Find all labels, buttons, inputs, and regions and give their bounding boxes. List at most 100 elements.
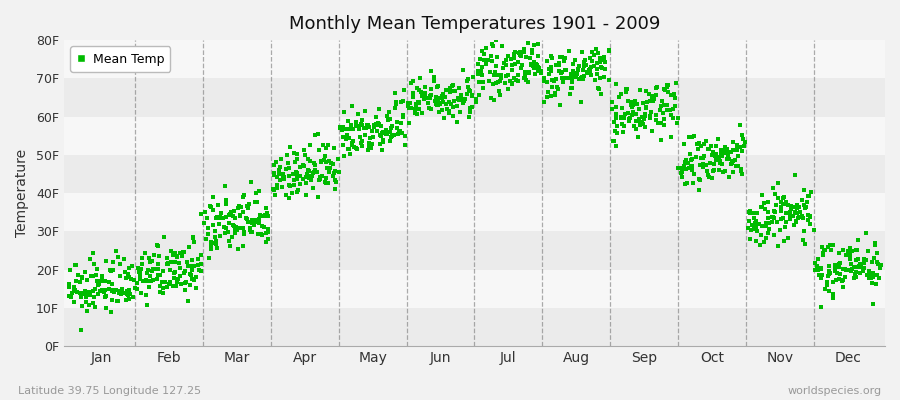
Point bbox=[186, 234, 201, 240]
Point bbox=[364, 142, 378, 149]
Point bbox=[94, 278, 108, 284]
Point bbox=[818, 286, 832, 292]
Point bbox=[464, 103, 479, 110]
Point bbox=[255, 232, 269, 238]
Point bbox=[176, 248, 190, 255]
Point bbox=[145, 258, 159, 264]
Point bbox=[232, 203, 247, 209]
Point bbox=[619, 86, 634, 92]
Point bbox=[146, 266, 160, 272]
Point bbox=[418, 84, 432, 90]
Point bbox=[232, 224, 247, 231]
Point bbox=[374, 130, 389, 136]
Point bbox=[89, 272, 104, 278]
Point bbox=[773, 204, 788, 210]
Point bbox=[130, 280, 144, 286]
Point bbox=[119, 275, 133, 281]
Point bbox=[601, 48, 616, 54]
Point bbox=[296, 176, 310, 182]
Point bbox=[735, 171, 750, 178]
Point bbox=[356, 138, 370, 144]
Point bbox=[482, 69, 497, 75]
Point bbox=[517, 49, 531, 55]
Point bbox=[121, 292, 135, 298]
Point bbox=[850, 255, 865, 262]
Point bbox=[349, 122, 364, 128]
Point bbox=[539, 79, 554, 86]
Point bbox=[312, 173, 327, 180]
Point bbox=[685, 167, 699, 173]
Point bbox=[270, 174, 284, 180]
Point bbox=[525, 49, 539, 56]
Point bbox=[495, 43, 509, 49]
Point bbox=[502, 78, 517, 84]
Point bbox=[138, 249, 152, 256]
Point bbox=[177, 287, 192, 294]
Point bbox=[747, 220, 761, 226]
Point bbox=[716, 169, 730, 176]
Point bbox=[216, 215, 230, 221]
Point bbox=[150, 261, 165, 268]
Point bbox=[272, 166, 286, 173]
Point bbox=[734, 147, 749, 154]
Point bbox=[227, 208, 241, 215]
Point bbox=[862, 268, 877, 274]
Point bbox=[168, 268, 183, 275]
Point bbox=[438, 93, 453, 100]
Point bbox=[112, 290, 126, 297]
Point bbox=[274, 184, 289, 190]
Point bbox=[297, 147, 311, 154]
Point bbox=[91, 282, 105, 288]
Point bbox=[208, 228, 222, 234]
Point bbox=[690, 146, 705, 152]
Point bbox=[666, 106, 680, 112]
Point bbox=[681, 134, 696, 140]
Point bbox=[505, 80, 519, 86]
Point bbox=[593, 58, 608, 65]
Point bbox=[765, 214, 779, 220]
Point bbox=[277, 174, 292, 180]
Point bbox=[350, 146, 365, 152]
Point bbox=[788, 172, 802, 178]
Point bbox=[86, 288, 100, 294]
Point bbox=[383, 116, 398, 122]
Point bbox=[77, 287, 92, 294]
Point bbox=[366, 134, 381, 140]
Point bbox=[645, 128, 660, 134]
Point bbox=[746, 215, 760, 221]
Point bbox=[258, 211, 273, 218]
Point bbox=[835, 266, 850, 272]
Point bbox=[406, 90, 420, 96]
Point bbox=[305, 170, 320, 176]
Point bbox=[302, 142, 317, 149]
Point bbox=[518, 74, 532, 80]
Point bbox=[484, 58, 499, 64]
Point bbox=[223, 210, 238, 217]
Point bbox=[429, 84, 444, 90]
Point bbox=[424, 106, 438, 112]
Point bbox=[90, 278, 104, 284]
Point bbox=[594, 91, 608, 98]
Point bbox=[777, 194, 791, 201]
Point bbox=[579, 62, 593, 68]
Point bbox=[760, 230, 775, 236]
Point bbox=[270, 185, 284, 191]
Point bbox=[860, 272, 874, 278]
Point bbox=[761, 214, 776, 221]
Point bbox=[394, 99, 409, 105]
Point bbox=[408, 105, 422, 112]
Point bbox=[364, 128, 379, 135]
Point bbox=[346, 126, 360, 132]
Point bbox=[471, 71, 485, 78]
Point bbox=[810, 267, 824, 274]
Point bbox=[518, 54, 533, 60]
Point bbox=[119, 296, 133, 303]
Point bbox=[576, 66, 590, 73]
Point bbox=[590, 85, 605, 91]
Point bbox=[644, 94, 659, 100]
Point bbox=[489, 37, 503, 44]
Point bbox=[654, 120, 669, 127]
Point bbox=[111, 253, 125, 260]
Point bbox=[249, 199, 264, 206]
Point bbox=[184, 272, 199, 278]
